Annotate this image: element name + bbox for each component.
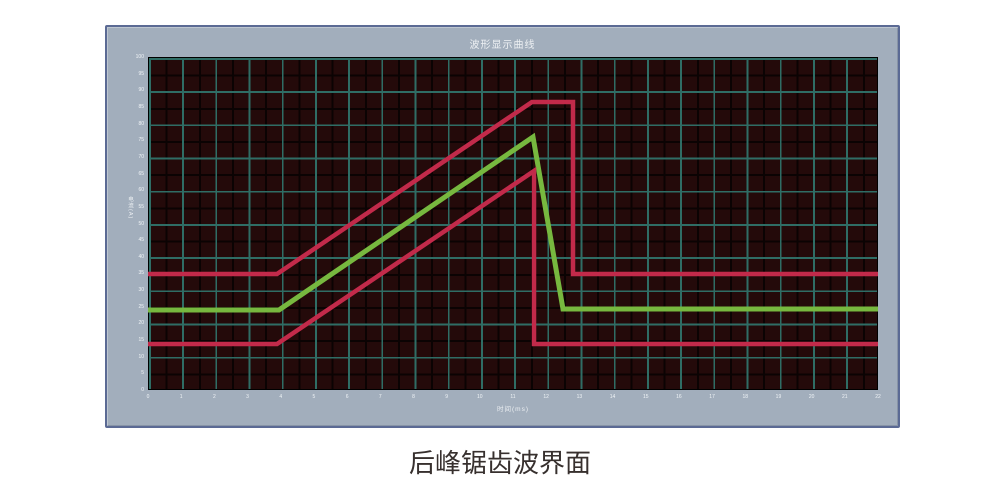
- y-tick-label: 40: [138, 253, 144, 260]
- y-tick-label: 70: [138, 153, 144, 160]
- y-tick-label: 85: [138, 103, 144, 110]
- x-tick-label: 6: [345, 394, 349, 400]
- y-tick-label: 65: [138, 170, 144, 177]
- x-tick-label: 10: [477, 394, 483, 400]
- x-tick-label: 8: [412, 394, 415, 400]
- x-tick-label: 12: [543, 394, 549, 400]
- y-tick-label: 5: [141, 370, 144, 377]
- x-tick-label: 18: [742, 394, 749, 400]
- figure-caption: 后峰锯齿波界面: [408, 448, 591, 478]
- x-tick-label: 3: [246, 394, 249, 400]
- y-tick-label: 20: [138, 320, 144, 327]
- y-tick-label: 80: [138, 120, 144, 127]
- x-axis-label: 时间(ms): [497, 406, 529, 413]
- x-tick-label: 9: [445, 394, 449, 400]
- x-tick-label: 4: [279, 394, 283, 400]
- y-tick-label: 15: [138, 337, 144, 344]
- y-tick-label: 25: [138, 303, 144, 310]
- x-tick-label: 20: [808, 394, 815, 400]
- x-tick-label: 22: [875, 394, 881, 400]
- x-tick-label: 13: [576, 394, 583, 400]
- x-tick-label: 2: [212, 394, 216, 400]
- y-tick-label: 35: [138, 270, 144, 277]
- y-tick-label: 0: [141, 387, 144, 393]
- y-tick-label: 60: [138, 187, 144, 194]
- x-tick-label: 0: [146, 394, 150, 400]
- y-tick-label: 45: [138, 237, 144, 244]
- y-tick-label: 95: [138, 70, 144, 77]
- y-tick-label: 75: [138, 137, 144, 144]
- y-tick-label: 55: [138, 203, 144, 210]
- plot-area: [148, 57, 878, 390]
- x-tick-label: 11: [510, 394, 516, 400]
- y-tick-label: 10: [138, 353, 144, 360]
- x-tick-label: 21: [842, 394, 848, 400]
- x-tick-label: 19: [775, 394, 782, 400]
- y-tick-label: 30: [138, 287, 144, 294]
- x-tick-label: 16: [676, 394, 682, 400]
- x-tick-label: 15: [642, 394, 649, 400]
- x-tick-label: 5: [312, 394, 316, 400]
- y-tick-label: 50: [138, 220, 144, 227]
- y-tick-label: 100: [135, 54, 144, 60]
- y-axis-label: 电流(A): [127, 196, 133, 220]
- y-tick-label: 90: [138, 87, 144, 94]
- chart-title: 波形显示曲线: [469, 40, 536, 51]
- x-tick-label: 7: [378, 394, 382, 400]
- x-tick-label: 1: [179, 394, 183, 400]
- x-tick-label: 14: [609, 394, 616, 400]
- x-tick-label: 17: [709, 394, 715, 400]
